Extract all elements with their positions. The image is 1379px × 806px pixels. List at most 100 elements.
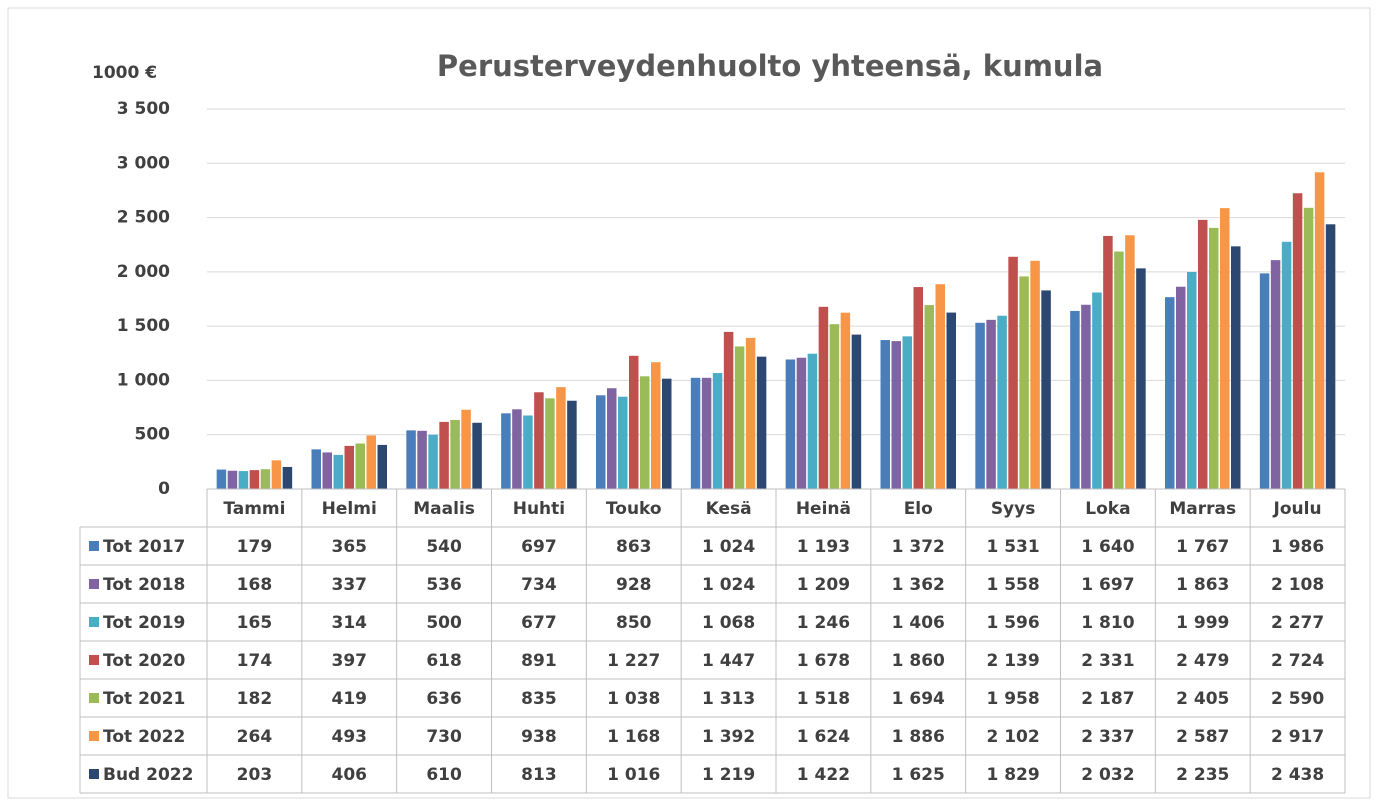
table-value: 938: [521, 727, 557, 747]
table-value: 1 447: [702, 651, 755, 671]
legend-label: Bud 2022: [103, 765, 193, 785]
table-value: 1 624: [797, 727, 850, 747]
table-value: 1 999: [1176, 613, 1229, 633]
bar: [260, 469, 271, 489]
legend-swatch: [89, 769, 99, 779]
table-value: 1 958: [986, 689, 1039, 709]
bar: [1041, 290, 1051, 489]
bar: [1030, 260, 1040, 489]
legend-swatch: [89, 693, 99, 703]
y-tick-label: 3 000: [117, 153, 170, 173]
legend-label: Tot 2020: [103, 651, 186, 671]
table-value: 1 863: [1176, 575, 1229, 595]
table-value: 203: [237, 765, 273, 785]
table-value: 182: [237, 689, 273, 709]
legend-label: Tot 2021: [103, 689, 185, 709]
bar: [366, 435, 376, 489]
bar: [1136, 268, 1146, 489]
table-value: 730: [426, 727, 462, 747]
table-value: 1 168: [607, 727, 660, 747]
table-value: 1 193: [797, 537, 850, 557]
bar: [377, 444, 387, 489]
table-value: 365: [332, 537, 368, 557]
bar: [355, 443, 365, 489]
bar: [1114, 251, 1124, 489]
table-value: 2 724: [1271, 651, 1324, 671]
table-value: 1 313: [702, 689, 755, 709]
table-value: 734: [521, 575, 557, 595]
table-value: 2 187: [1081, 689, 1134, 709]
legend-swatch: [89, 617, 99, 627]
bar: [851, 334, 862, 489]
bar: [1314, 172, 1325, 489]
x-tick-label: Heinä: [796, 499, 851, 519]
table-value: 406: [332, 765, 368, 785]
bar: [512, 409, 522, 489]
bar: [1270, 260, 1281, 489]
table-value: 1 986: [1271, 537, 1324, 557]
table-value: 697: [521, 537, 557, 557]
bar: [238, 471, 249, 489]
table-value: 1 860: [892, 651, 945, 671]
bar: [450, 419, 460, 489]
bar: [690, 377, 701, 489]
bar: [1281, 241, 1292, 489]
table-value: 2 405: [1176, 689, 1229, 709]
bar: [322, 452, 332, 489]
legend-label: Tot 2019: [103, 613, 185, 633]
x-tick-label: Touko: [606, 499, 662, 519]
bar: [439, 421, 449, 489]
bar: [734, 346, 745, 489]
table-value: 2 587: [1176, 727, 1229, 747]
table-value: 1 640: [1081, 537, 1134, 557]
table-value: 1 024: [702, 537, 755, 557]
table-value: 1 829: [986, 765, 1039, 785]
bar: [640, 376, 650, 489]
bar: [997, 315, 1007, 489]
table-value: 264: [237, 727, 273, 747]
bar: [556, 387, 566, 489]
table-value: 2 108: [1271, 575, 1324, 595]
table-value: 928: [616, 575, 652, 595]
bar: [311, 449, 321, 489]
table-value: 1 767: [1176, 537, 1229, 557]
table-value: 813: [521, 765, 557, 785]
legend-swatch: [89, 731, 99, 741]
table-value: 1 596: [986, 613, 1039, 633]
bar: [1092, 292, 1102, 489]
table-value: 168: [237, 575, 273, 595]
bar: [534, 392, 544, 489]
y-tick-label: 1 500: [117, 316, 170, 336]
bar: [745, 337, 756, 489]
table-value: 2 139: [986, 651, 1039, 671]
table-value: 1 227: [607, 651, 660, 671]
bar: [406, 430, 416, 489]
table-value: 636: [426, 689, 462, 709]
bar: [785, 359, 796, 489]
table-value: 540: [426, 537, 462, 557]
bar: [545, 398, 555, 489]
bar: [1019, 276, 1029, 489]
bar: [986, 319, 996, 489]
table-value: 1 518: [797, 689, 850, 709]
bar: [723, 331, 734, 489]
bar: [1176, 286, 1186, 489]
bar: [523, 415, 533, 489]
bar: [1008, 256, 1018, 489]
y-tick-label: 500: [135, 425, 171, 445]
x-tick-label: Loka: [1085, 499, 1130, 519]
table-value: 493: [332, 727, 368, 747]
legend-label: Tot 2018: [103, 575, 185, 595]
table-value: 2 438: [1271, 765, 1324, 785]
table-value: 2 331: [1081, 651, 1134, 671]
bar: [461, 409, 471, 489]
bar: [1187, 271, 1197, 489]
table-value: 677: [521, 613, 557, 633]
x-tick-label: Syys: [991, 499, 1036, 519]
legend-swatch: [89, 579, 99, 589]
bar: [618, 396, 628, 489]
table-value: 2 337: [1081, 727, 1134, 747]
table-value: 1 246: [797, 613, 850, 633]
x-tick-label: Marras: [1169, 499, 1236, 519]
x-tick-label: Elo: [904, 499, 933, 519]
